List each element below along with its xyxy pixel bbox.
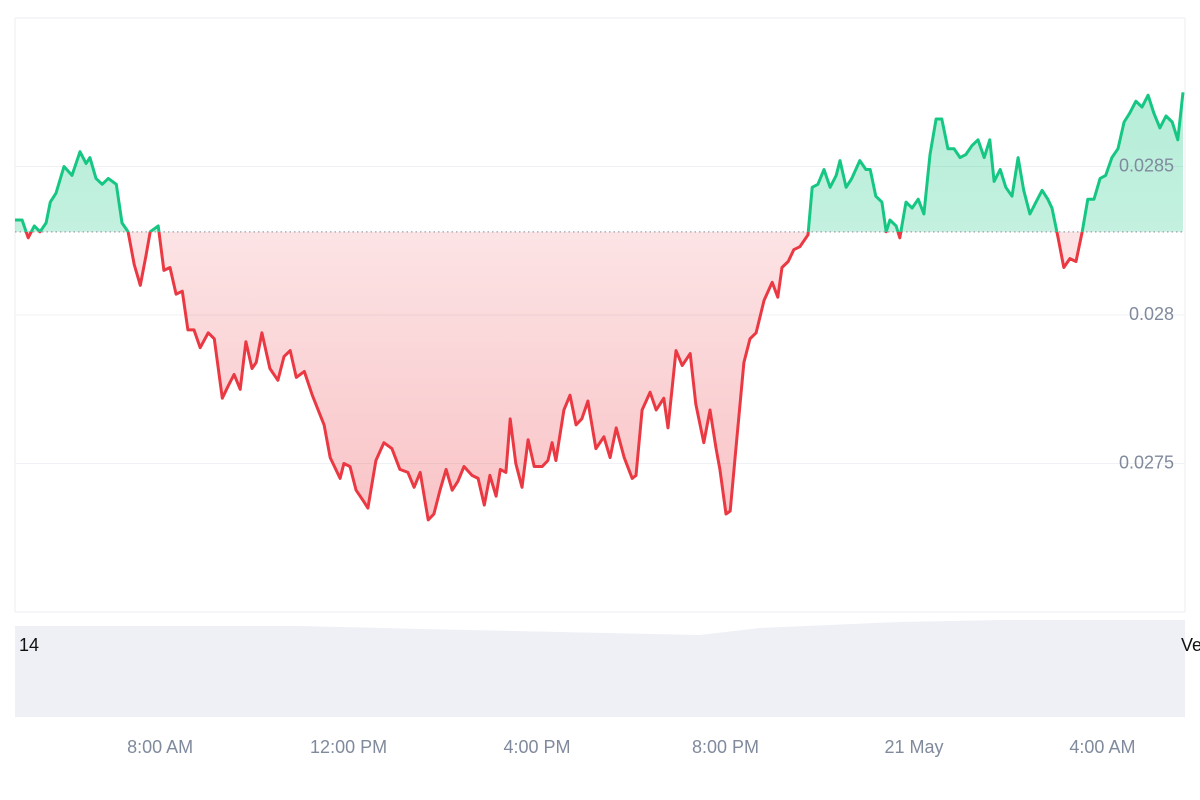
area-down [15, 231, 1183, 520]
x-tick-label: 21 May [884, 737, 943, 757]
y-tick-label: 0.0275 [1119, 452, 1174, 472]
y-tick-label: 0.028 [1129, 304, 1174, 324]
x-tick-label: 12:00 PM [310, 737, 387, 757]
x-tick-label: 8:00 PM [692, 737, 759, 757]
x-tick-label: 8:00 AM [127, 737, 193, 757]
annotation: 14 [19, 635, 39, 655]
price-line-up [15, 92, 1185, 232]
x-tick-label: 4:00 PM [504, 737, 571, 757]
area-up [15, 92, 1183, 232]
price-line-down [24, 231, 1084, 522]
y-tick-label: 0.0285 [1119, 155, 1174, 175]
x-tick-label: 4:00 AM [1069, 737, 1135, 757]
annotation: Ve [1181, 635, 1200, 655]
plot: 0.0275 0.028 0.0285 8:00 AM 12:00 PM 4:00 PM 8… [15, 92, 1200, 757]
volume-area [15, 620, 1185, 717]
